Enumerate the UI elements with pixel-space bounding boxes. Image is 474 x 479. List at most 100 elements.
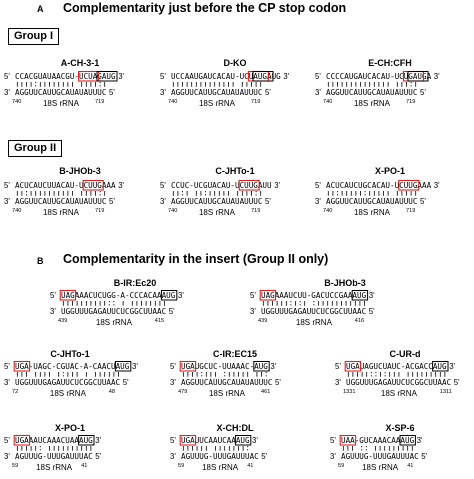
three-prime-label: 3' bbox=[369, 291, 375, 300]
five-prime-label: 5' bbox=[170, 436, 176, 445]
alignment-name-b-ir-ec20: B-IR:Ec20 bbox=[113, 278, 157, 288]
rrna-label: 18S rRNA bbox=[36, 463, 73, 472]
stop-codon-box bbox=[59, 289, 77, 301]
panel-b-title: Complementarity in the insert (Group II … bbox=[63, 252, 329, 266]
alignment-name-c-ir-ec15: C-IR:EC15 bbox=[212, 349, 257, 359]
five-prime-label: 5' bbox=[315, 181, 321, 190]
bottom-strand-sequence: UGGUUUGAGAUUCUCGGCUUAAC bbox=[261, 307, 366, 316]
three-prime-label: 3' bbox=[170, 452, 176, 461]
bottom-strand-sequence: AGGUUCAUUGCAUAUAUUUC bbox=[326, 197, 417, 206]
alignment-name-b-jhob-3: B-JHOb-3 bbox=[59, 166, 101, 176]
panel-a-title: Complementarity just before the CP stop … bbox=[63, 1, 347, 15]
alignment-name-x-po-1-insert: X-PO-1 bbox=[54, 423, 85, 433]
stop-codon-box bbox=[82, 179, 104, 191]
position-number-right: 461 bbox=[261, 389, 270, 395]
alignment-name-b-jhob-3-insert: B-JHOb-3 bbox=[324, 278, 366, 288]
position-number-right: 1311 bbox=[440, 389, 452, 395]
stop-codon-box bbox=[78, 70, 100, 82]
bottom-strand-sequence: AGUUUG-UUUGAUUUAC bbox=[341, 452, 419, 461]
three-prime-label: 3' bbox=[118, 181, 124, 190]
five-prime-label: 5' bbox=[160, 72, 166, 81]
three-prime-label: 3' bbox=[118, 72, 124, 81]
five-prime-label: 5' bbox=[369, 307, 375, 316]
position-number-right: 41 bbox=[81, 463, 87, 469]
three-prime-label: 3' bbox=[132, 362, 138, 371]
position-number-right: 719 bbox=[251, 208, 260, 214]
start-codon-box bbox=[407, 71, 429, 82]
bottom-strand-sequence: AGGUUCAUUGCAUAUAUUUC bbox=[171, 197, 262, 206]
three-prime-label: 3' bbox=[330, 452, 336, 461]
three-prime-label: 3' bbox=[160, 88, 166, 97]
five-prime-label: 5' bbox=[261, 452, 267, 461]
five-prime-label: 5' bbox=[420, 88, 426, 97]
rrna-label: 18S rRNA bbox=[209, 389, 246, 398]
three-prime-label: 3' bbox=[252, 436, 258, 445]
three-prime-label: 3' bbox=[50, 307, 56, 316]
rrna-label: 18S rRNA bbox=[50, 389, 87, 398]
rrna-label: 18S rRNA bbox=[43, 99, 80, 108]
five-prime-label: 5' bbox=[160, 181, 166, 190]
five-prime-label: 5' bbox=[4, 72, 10, 81]
position-number-left: 439 bbox=[258, 318, 267, 324]
five-prime-label: 5' bbox=[4, 362, 10, 371]
position-number-left: 740 bbox=[12, 208, 21, 214]
stop-codon-box bbox=[13, 434, 31, 446]
bottom-strand-sequence: AGUUUG-UUUGAUUUAC bbox=[181, 452, 259, 461]
alignment-name-c-ur-d: C-UR-d bbox=[389, 349, 421, 359]
stop-codon-box bbox=[179, 434, 197, 446]
five-prime-label: 5' bbox=[421, 452, 427, 461]
top-strand-sequence: UGAUGCUC-UUAAAC-AUG bbox=[181, 362, 268, 371]
position-number-right: 719 bbox=[406, 99, 415, 105]
three-prime-label: 3' bbox=[315, 88, 321, 97]
start-codon-box bbox=[96, 71, 118, 82]
three-prime-label: 3' bbox=[4, 378, 10, 387]
three-prime-label: 3' bbox=[449, 362, 455, 371]
three-prime-label: 3' bbox=[160, 197, 166, 206]
position-number-left: 1331 bbox=[343, 389, 355, 395]
bottom-strand-sequence: AGGUUCAUUGCAUAUAUUUC bbox=[326, 88, 417, 97]
five-prime-label: 5' bbox=[330, 436, 336, 445]
position-number-left: 740 bbox=[168, 208, 177, 214]
start-codon-box bbox=[78, 435, 95, 446]
position-number-left: 740 bbox=[323, 208, 332, 214]
position-number-right: 719 bbox=[95, 208, 104, 214]
five-prime-label: 5' bbox=[170, 362, 176, 371]
position-number-left: 740 bbox=[323, 99, 332, 105]
three-prime-label: 3' bbox=[250, 307, 256, 316]
top-strand-sequence: UAA-GUCAAACAAAUG bbox=[341, 436, 415, 445]
three-prime-label: 3' bbox=[95, 436, 101, 445]
three-prime-label: 3' bbox=[434, 181, 440, 190]
top-strand-sequence: UGAAAUCAAACUAAAUG bbox=[15, 436, 93, 445]
five-prime-label: 5' bbox=[454, 378, 460, 387]
bottom-strand-sequence: UGGUUUGAGAUUCUCGGCUUAAC bbox=[346, 378, 451, 387]
bottom-strand-sequence: AGGUUCAUUGCAUAUAUUUC bbox=[171, 88, 262, 97]
stop-codon-box bbox=[344, 360, 362, 372]
three-prime-label: 3' bbox=[4, 197, 10, 206]
position-number-right: 719 bbox=[95, 99, 104, 105]
five-prime-label: 5' bbox=[420, 197, 426, 206]
three-prime-label: 3' bbox=[178, 291, 184, 300]
top-strand-sequence: CCCCAUGAUCACAU-UCUGAUGA bbox=[326, 72, 432, 81]
bottom-strand-sequence: AGGUUCAUUGCAUAUAUUUC bbox=[15, 88, 106, 97]
alignment-name-x-ch-dl: X-CH:DL bbox=[216, 423, 254, 433]
five-prime-label: 5' bbox=[275, 378, 281, 387]
start-codon-box bbox=[160, 290, 178, 301]
stop-codon-box bbox=[179, 360, 197, 372]
five-prime-label: 5' bbox=[123, 378, 129, 387]
top-strand-sequence: UAGAAAUCUU-GACUCCGAAAUG bbox=[261, 291, 367, 300]
five-prime-label: 5' bbox=[265, 197, 271, 206]
stop-codon-box bbox=[398, 179, 420, 191]
group-1-label: Group I bbox=[8, 28, 60, 45]
three-prime-label: 3' bbox=[270, 362, 276, 371]
top-strand-sequence: UAGAAACUCUGG-A-CCCACAAAUG bbox=[61, 291, 176, 300]
position-number-right: 41 bbox=[247, 463, 253, 469]
bottom-strand-sequence: AGUUUG-UUUGAUUUAC bbox=[15, 452, 93, 461]
bottom-strand-sequence: UGGUUUGAGAUUCUCGGCUUAAC bbox=[61, 307, 166, 316]
rrna-label: 18S rRNA bbox=[354, 99, 391, 108]
alignment-name-x-po-1: X-PO-1 bbox=[374, 166, 405, 176]
five-prime-label: 5' bbox=[109, 197, 115, 206]
start-codon-box bbox=[432, 361, 449, 372]
three-prime-label: 3' bbox=[4, 88, 10, 97]
position-number-left: 740 bbox=[12, 99, 21, 105]
